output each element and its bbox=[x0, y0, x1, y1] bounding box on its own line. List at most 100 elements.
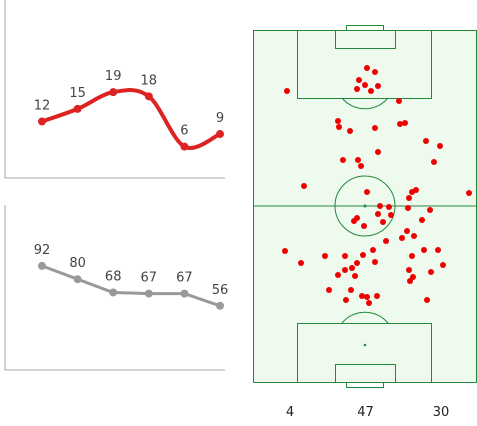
value-label: 56 bbox=[212, 283, 229, 298]
shot-dot bbox=[360, 252, 366, 258]
shot-dot bbox=[372, 259, 378, 265]
value-label: 18 bbox=[141, 73, 158, 88]
shot-dot bbox=[421, 247, 427, 253]
shot-dot bbox=[386, 204, 392, 210]
shot-dot bbox=[366, 300, 372, 306]
top-chart-frame bbox=[4, 0, 225, 179]
shot-dot bbox=[356, 77, 362, 83]
shot-dot bbox=[335, 272, 341, 278]
shot-dot bbox=[406, 267, 412, 273]
shot-dot bbox=[359, 293, 365, 299]
shot-dot bbox=[282, 248, 288, 254]
shot-dot bbox=[377, 203, 383, 209]
point bbox=[38, 261, 46, 270]
penalty-spot bbox=[363, 343, 367, 347]
shot-dot bbox=[322, 253, 328, 259]
shot-dot bbox=[361, 223, 367, 229]
shot-dot bbox=[342, 253, 348, 259]
shot-dot bbox=[409, 253, 415, 259]
shot-dot bbox=[419, 217, 425, 223]
shot-dot bbox=[423, 138, 429, 144]
shot-dot bbox=[413, 187, 419, 193]
shot-dot bbox=[437, 143, 443, 149]
shot-dot bbox=[388, 212, 394, 218]
shot-dot bbox=[431, 159, 437, 165]
shot-dot bbox=[354, 215, 360, 221]
shot-dot bbox=[301, 183, 307, 189]
shot-dot bbox=[354, 260, 360, 266]
shot-dot bbox=[372, 125, 378, 131]
shot-dot bbox=[372, 69, 378, 75]
shot-dot bbox=[404, 228, 410, 234]
shot-dot bbox=[405, 205, 411, 211]
shot-dot bbox=[342, 267, 348, 273]
value-label: 68 bbox=[105, 269, 122, 284]
shot-dot bbox=[380, 219, 386, 225]
shot-dot bbox=[406, 195, 412, 201]
point bbox=[180, 142, 189, 151]
center-circle bbox=[334, 175, 396, 237]
shot-dot bbox=[399, 235, 405, 241]
shot-dot bbox=[435, 247, 441, 253]
shot-dot bbox=[343, 297, 349, 303]
point bbox=[38, 117, 46, 126]
value-label: 15 bbox=[69, 86, 86, 101]
value-label: 19 bbox=[105, 69, 122, 84]
shot-dot bbox=[349, 265, 355, 271]
shot-dot bbox=[284, 88, 290, 94]
shot-dot bbox=[375, 149, 381, 155]
point bbox=[109, 88, 118, 97]
shot-dot bbox=[364, 189, 370, 195]
line bbox=[40, 264, 222, 308]
frames bbox=[4, 0, 225, 371]
value-label: 12 bbox=[34, 98, 51, 113]
value-label: 67 bbox=[176, 271, 193, 286]
value-label: 6 bbox=[180, 124, 188, 139]
value-label: 9 bbox=[216, 111, 224, 126]
shot-dot bbox=[375, 83, 381, 89]
shot-dot bbox=[368, 88, 374, 94]
shot-dot bbox=[427, 207, 433, 213]
point bbox=[180, 289, 189, 298]
zone-count: 47 bbox=[357, 405, 374, 420]
shot-dot bbox=[347, 128, 353, 134]
point bbox=[144, 289, 153, 298]
shot-dot bbox=[440, 262, 446, 268]
zone-count: 4 bbox=[286, 405, 294, 420]
point bbox=[73, 275, 82, 284]
shot-dot bbox=[402, 120, 408, 126]
shot-dot bbox=[364, 65, 370, 71]
penalty-arc bbox=[341, 311, 389, 324]
shot-dot bbox=[383, 238, 389, 244]
value-label: 67 bbox=[141, 271, 158, 286]
shot-dot bbox=[298, 260, 304, 266]
shot-dot bbox=[364, 294, 370, 300]
zone-count: 30 bbox=[433, 405, 450, 420]
shot-dot bbox=[340, 157, 346, 163]
point bbox=[73, 104, 82, 113]
shot-dot bbox=[336, 124, 342, 130]
shot-dot bbox=[424, 297, 430, 303]
point bbox=[144, 92, 153, 101]
shot-dot bbox=[355, 157, 361, 163]
point bbox=[216, 130, 224, 139]
shot-dot bbox=[354, 86, 360, 92]
shot-dot bbox=[348, 287, 354, 293]
shot-dot bbox=[352, 273, 358, 279]
point bbox=[109, 288, 118, 297]
penalty-arc bbox=[341, 97, 389, 110]
goal bbox=[346, 25, 384, 31]
shot-dot bbox=[466, 190, 472, 196]
shot-dot bbox=[428, 269, 434, 275]
shot-dot bbox=[374, 293, 380, 299]
value-label: 92 bbox=[34, 243, 51, 258]
shot-dot bbox=[407, 278, 413, 284]
point bbox=[216, 301, 224, 310]
shot-dot bbox=[326, 287, 332, 293]
shot-dot bbox=[411, 233, 417, 239]
goal bbox=[346, 382, 384, 388]
shot-dot bbox=[397, 121, 403, 127]
shot-dot bbox=[375, 211, 381, 217]
